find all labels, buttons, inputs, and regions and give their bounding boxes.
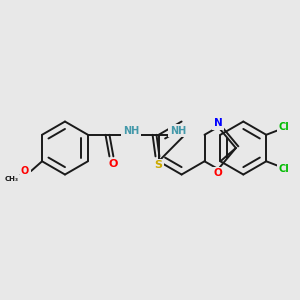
Text: Cl: Cl: [278, 122, 289, 132]
Text: O: O: [214, 168, 223, 178]
Text: S: S: [154, 160, 162, 170]
Text: O: O: [109, 159, 118, 169]
Text: NH: NH: [123, 126, 139, 136]
Text: O: O: [21, 166, 29, 176]
Text: NH: NH: [170, 126, 186, 136]
Text: N: N: [214, 118, 223, 128]
Text: CH₃: CH₃: [4, 176, 19, 182]
Text: Cl: Cl: [278, 164, 289, 174]
